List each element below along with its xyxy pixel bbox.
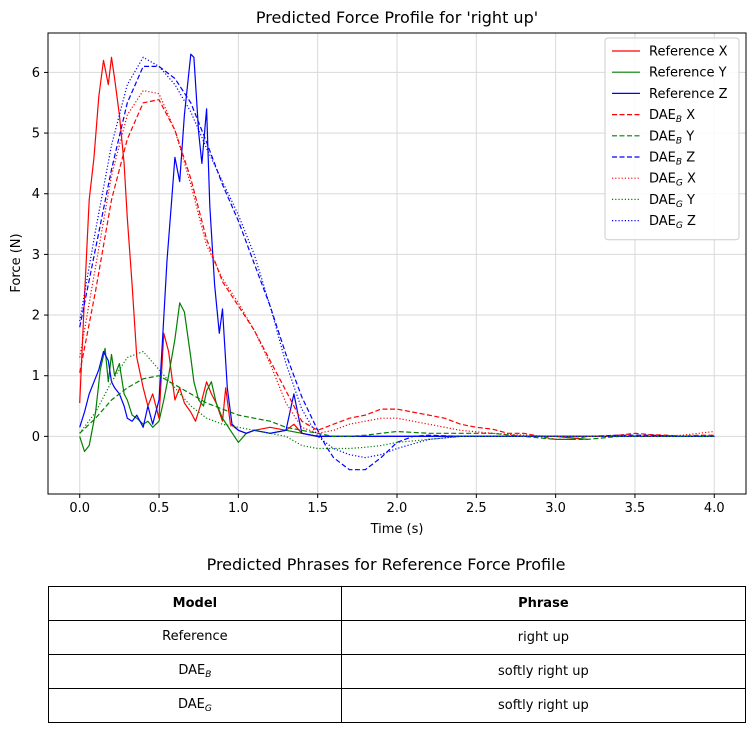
table-title: Predicted Phrases for Reference Force Pr… — [206, 555, 566, 574]
y-tick-label: 1 — [32, 369, 40, 384]
x-tick-label: 1.0 — [228, 501, 249, 516]
legend-label: DAEG X — [649, 172, 696, 189]
table-cell-phrase: right up — [340, 620, 747, 655]
table-row: DAEB softly right up — [48, 654, 747, 689]
x-axis-label: Time (s) — [370, 522, 424, 537]
table-header-row: Model Phrase — [48, 586, 747, 621]
series-line-5 — [79, 375, 715, 440]
table-header-phrase: Phrase — [340, 586, 747, 621]
force-profile-chart: Predicted Force Profile for 'right up' 0… — [9, 8, 747, 537]
table-row: DAEG softly right up — [48, 688, 747, 723]
legend-label: DAEB Z — [649, 151, 695, 168]
chart-legend: Reference X Reference Y Reference Z DAEB X D… — [604, 37, 740, 241]
table-cell-model: Reference — [48, 620, 342, 655]
legend-label: DAEG Z — [649, 214, 696, 231]
y-axis-ticks: 0 1 2 3 4 5 6 — [32, 66, 48, 445]
y-tick-label: 4 — [32, 187, 40, 202]
phrases-table: Model Phrase Reference right up DAEB sof… — [48, 586, 747, 723]
table-cell-phrase: softly right up — [340, 688, 747, 723]
series-line-1 — [79, 56, 588, 437]
x-tick-label: 0.0 — [69, 501, 90, 516]
x-tick-label: 3.5 — [625, 501, 646, 516]
y-tick-label: 0 — [32, 430, 40, 445]
legend-label: DAEG Y — [649, 193, 695, 210]
y-tick-label: 5 — [32, 127, 40, 142]
series-line-8 — [79, 350, 715, 450]
x-tick-label: 3.0 — [545, 501, 566, 516]
table-cell-phrase: softly right up — [340, 654, 747, 689]
series-line-7 — [79, 89, 715, 437]
legend-label: Reference X — [649, 45, 728, 60]
y-tick-label: 3 — [32, 248, 40, 263]
y-tick-label: 2 — [32, 309, 40, 324]
table-row: Reference right up — [48, 620, 747, 655]
series-line-3 — [79, 53, 715, 437]
series-line-2 — [79, 302, 588, 453]
table-cell-model: DAEB — [48, 654, 342, 689]
x-axis-ticks: 0.0 0.5 1.0 1.5 2.0 2.5 3.0 3.5 4.0 — [69, 494, 725, 516]
table-cell-model: DAEG — [48, 688, 342, 723]
y-tick-label: 6 — [32, 66, 40, 81]
x-tick-label: 2.0 — [387, 501, 408, 516]
x-tick-label: 0.5 — [149, 501, 170, 516]
x-tick-label: 1.5 — [307, 501, 328, 516]
table-header-model: Model — [48, 586, 342, 621]
x-tick-label: 4.0 — [704, 501, 725, 516]
legend-label: Reference Y — [649, 66, 727, 81]
legend-label: Reference Z — [649, 87, 728, 102]
legend-label: DAEB X — [649, 108, 695, 125]
plot-lines — [79, 53, 715, 471]
legend-label: DAEB Y — [649, 129, 694, 146]
y-axis-label: Force (N) — [9, 233, 24, 292]
chart-title: Predicted Force Profile for 'right up' — [256, 8, 538, 27]
x-tick-label: 2.5 — [466, 501, 487, 516]
legend-box — [604, 37, 740, 241]
series-line-9 — [79, 56, 715, 459]
